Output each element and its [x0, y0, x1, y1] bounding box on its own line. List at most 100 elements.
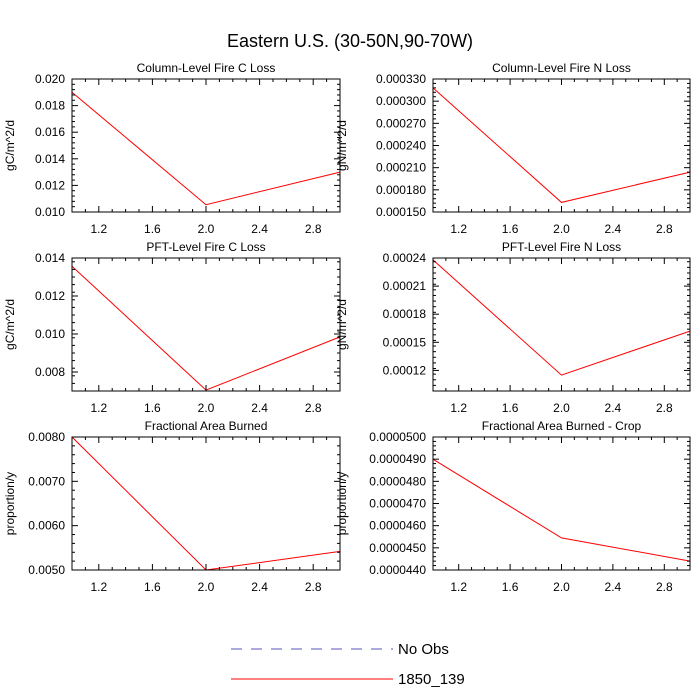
y-tick-label: 0.012	[35, 178, 65, 192]
y-tick-label: 0.000330	[376, 72, 426, 86]
y-tick-label: 0.0000500	[369, 430, 426, 444]
x-tick-label: 2.0	[553, 222, 570, 236]
x-tick-label: 1.2	[450, 401, 467, 415]
x-tick-label: 2.4	[251, 401, 268, 415]
panels: Column-Level Fire C Loss 1.2 1.6 2.0 2.4 2.8 0…	[3, 61, 691, 594]
x-tick-label: 2.0	[198, 401, 215, 415]
x-tick-label: 1.2	[90, 222, 107, 236]
y-axis-label: gC/m^2/d	[3, 299, 17, 350]
panel-1: Column-Level Fire C Loss 1.2 1.6 2.0 2.4 2.8 0…	[3, 61, 341, 236]
x-tick-label: 1.2	[90, 580, 107, 594]
x-tick-label: 2.4	[605, 580, 622, 594]
y-tick-label: 0.0000490	[369, 452, 426, 466]
y-tick-label: 0.0000440	[369, 563, 426, 577]
plot-frame	[432, 436, 691, 571]
legend-label: 1850_139	[398, 671, 465, 688]
x-tick-label: 1.6	[144, 222, 161, 236]
y-tick-label: 0.0050	[28, 563, 65, 577]
y-tick-label: 0.010	[35, 205, 65, 219]
x-tick-label: 2.8	[656, 401, 673, 415]
panel-title: Fractional Area Burned - Crop	[482, 419, 642, 433]
x-tick-label: 1.2	[90, 401, 107, 415]
x-tick-label: 2.4	[251, 222, 268, 236]
legend: No Obs 1850_139	[231, 641, 465, 688]
y-tick-label: 0.018	[35, 99, 65, 113]
y-tick-label: 0.014	[35, 152, 65, 166]
y-tick-label: 0.000210	[376, 161, 426, 175]
x-tick-label: 2.8	[305, 222, 322, 236]
y-tick-label: 0.0000460	[369, 519, 426, 533]
y-tick-label: 0.014	[35, 251, 65, 265]
panel-title: PFT-Level Fire C Loss	[146, 240, 265, 254]
x-tick-label: 1.2	[450, 580, 467, 594]
y-tick-label: 0.0000450	[369, 541, 426, 555]
x-tick-label: 1.6	[144, 580, 161, 594]
y-tick-label: 0.010	[35, 327, 65, 341]
panel-title: Fractional Area Burned	[145, 419, 268, 433]
y-tick-label: 0.0000470	[369, 497, 426, 511]
x-tick-label: 2.8	[656, 222, 673, 236]
y-tick-label: 0.000300	[376, 94, 426, 108]
x-tick-label: 2.8	[656, 580, 673, 594]
y-tick-label: 0.00012	[383, 363, 427, 377]
series-line-1850_139	[71, 436, 341, 571]
panel-title: PFT-Level Fire N Loss	[502, 240, 621, 254]
figure-title: Eastern U.S. (30-50N,90-70W)	[227, 31, 473, 51]
x-tick-label: 2.4	[605, 401, 622, 415]
y-axis-label: proportion/y	[335, 472, 349, 535]
y-tick-label: 0.020	[35, 72, 65, 86]
y-tick-label: 0.00024	[383, 251, 427, 265]
plot-frame	[71, 257, 341, 392]
x-tick-label: 1.6	[502, 580, 519, 594]
y-tick-label: 0.00015	[383, 335, 427, 349]
plot-frame	[71, 436, 341, 571]
x-tick-label: 1.6	[502, 222, 519, 236]
y-tick-label: 0.0060	[28, 519, 65, 533]
y-tick-label: 0.00021	[383, 279, 427, 293]
x-tick-label: 1.6	[144, 401, 161, 415]
y-axis-label: gN/m^2/d	[335, 299, 349, 350]
panel-4: PFT-Level Fire N Loss 1.2 1.6 2.0 2.4 2.8 0.00…	[335, 240, 691, 415]
y-tick-label: 0.00018	[383, 307, 427, 321]
legend-item-2: 1850_139	[231, 671, 465, 688]
x-tick-label: 2.4	[251, 580, 268, 594]
x-tick-label: 2.4	[605, 222, 622, 236]
x-tick-label: 1.2	[450, 222, 467, 236]
panel-title: Column-Level Fire C Loss	[137, 61, 276, 75]
y-axis-label: gC/m^2/d	[3, 120, 17, 171]
x-tick-label: 2.0	[553, 401, 570, 415]
plot-frame	[432, 78, 691, 213]
y-tick-label: 0.008	[35, 365, 65, 379]
y-tick-label: 0.000240	[376, 139, 426, 153]
series-line-1850_139	[71, 91, 341, 206]
y-tick-label: 0.000150	[376, 205, 426, 219]
x-tick-label: 1.6	[502, 401, 519, 415]
y-axis-label: gN/m^2/d	[335, 120, 349, 171]
legend-item-1: No Obs	[231, 641, 449, 658]
panel-3: PFT-Level Fire C Loss 1.2 1.6 2.0 2.4 2.8 0.00…	[3, 240, 341, 415]
panel-title: Column-Level Fire N Loss	[492, 61, 631, 75]
legend-label: No Obs	[398, 641, 449, 658]
x-tick-label: 2.0	[198, 580, 215, 594]
x-tick-label: 2.8	[305, 401, 322, 415]
y-tick-label: 0.0080	[28, 430, 65, 444]
y-tick-label: 0.012	[35, 289, 65, 303]
series-line-1850_139	[432, 458, 691, 562]
x-tick-label: 2.8	[305, 580, 322, 594]
y-tick-label: 0.000270	[376, 116, 426, 130]
series-line-1850_139	[71, 265, 341, 391]
panel-6: Fractional Area Burned - Crop 1.2 1.6 2.0 2.…	[335, 419, 691, 594]
y-tick-label: 0.000180	[376, 183, 426, 197]
x-tick-label: 2.0	[198, 222, 215, 236]
y-tick-label: 0.0070	[28, 474, 65, 488]
panel-5: Fractional Area Burned 1.2 1.6 2.0 2.4 2.8 0.0…	[3, 419, 341, 594]
x-tick-label: 2.0	[553, 580, 570, 594]
y-axis-label: proportion/y	[3, 472, 17, 535]
plot-frame	[71, 78, 341, 213]
series-line-1850_139	[432, 87, 691, 203]
plot-frame	[432, 257, 691, 392]
y-tick-label: 0.016	[35, 125, 65, 139]
panel-2: Column-Level Fire N Loss 1.2 1.6 2.0 2.4 2.8 0…	[335, 61, 691, 236]
series-line-1850_139	[432, 259, 691, 376]
